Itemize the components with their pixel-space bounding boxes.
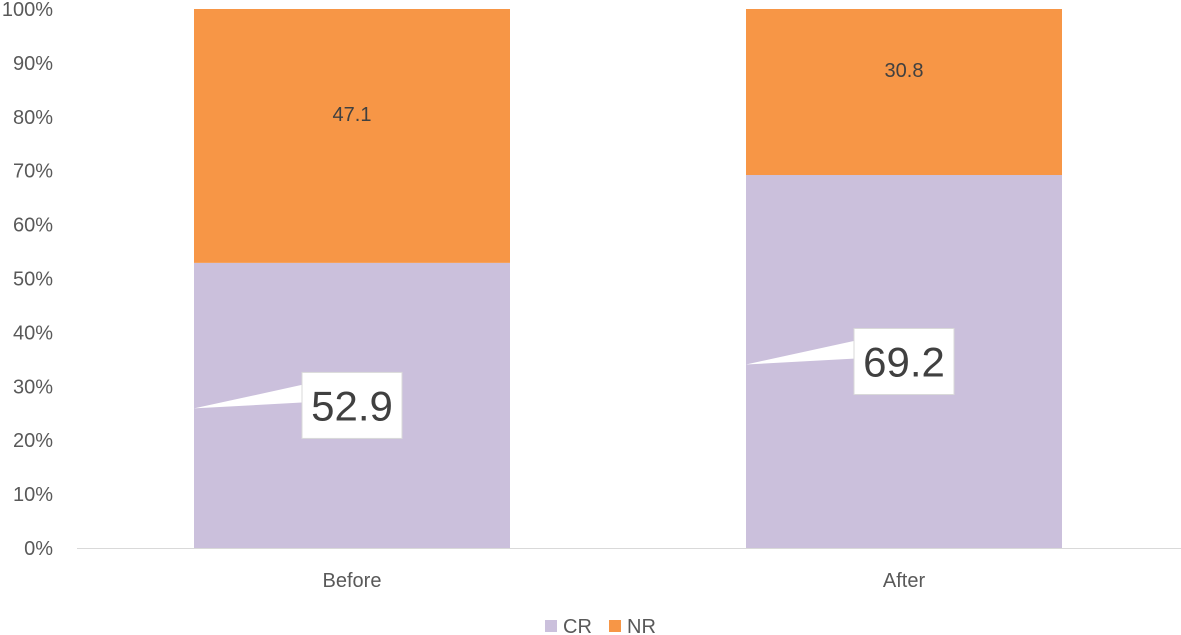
data-label-cr: 52.9 [311,382,393,429]
y-tick-label: 70% [13,161,53,183]
legend-swatch-nr [609,620,621,632]
data-label-cr: 69.2 [863,339,945,386]
bars: 47.1 30.8 [194,9,1062,548]
y-axis: 0% 10% 20% 30% 40% 50% 60% 70% 80% 90% 100% [2,0,53,560]
x-category-label: After [883,570,926,592]
y-tick-label: 40% [13,322,53,344]
legend-label-nr: NR [627,616,656,635]
x-axis-labels: Before After [323,570,926,592]
y-tick-label: 90% [13,53,53,75]
callout-box [301,371,403,439]
y-tick-label: 100% [2,0,53,21]
data-label-nr: 47.1 [333,104,372,126]
callout-pointer [746,340,856,365]
legend: CR NR [545,616,656,635]
data-label-nr: 30.8 [885,60,924,82]
y-tick-label: 60% [13,215,53,237]
y-tick-label: 20% [13,430,53,452]
callout-before: 52.9 [194,371,403,439]
legend-label-cr: CR [563,616,592,635]
bar-segment-nr-before [194,9,510,263]
bar-segment-nr-after [746,9,1062,176]
x-category-label: Before [323,570,382,592]
callout-labels: 52.9 69.2 [194,328,955,439]
y-tick-label: 10% [13,484,53,506]
y-tick-label: 50% [13,269,53,291]
legend-swatch-cr [545,620,557,632]
y-tick-label: 80% [13,107,53,129]
callout-box [853,328,955,396]
callout-pointer [194,384,304,409]
y-tick-label: 0% [24,538,53,560]
callout-after: 69.2 [746,328,955,396]
y-tick-label: 30% [13,376,53,398]
